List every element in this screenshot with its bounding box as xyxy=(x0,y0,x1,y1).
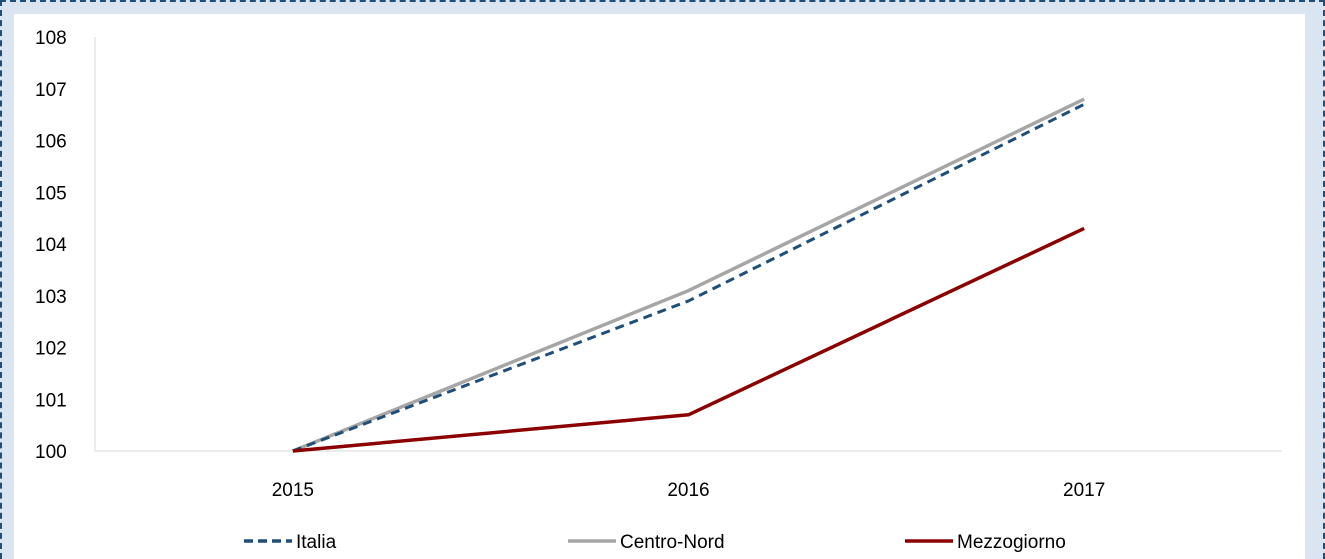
y-tick-label: 103 xyxy=(35,287,67,308)
legend-label: Mezzogiorno xyxy=(957,532,1066,553)
y-tick-label: 105 xyxy=(35,183,67,204)
legend-label: Centro-Nord xyxy=(620,532,725,553)
y-tick-label: 100 xyxy=(35,442,67,463)
y-tick-label: 101 xyxy=(35,390,67,411)
x-axis-ticks: 2015 2016 2017 xyxy=(272,480,1106,501)
y-tick-label: 108 xyxy=(35,28,67,49)
series-line-centro-nord xyxy=(292,97,1085,453)
y-tick-label: 102 xyxy=(35,339,67,360)
legend: Italia Centro-Nord Mezzogiorno xyxy=(244,532,1066,553)
y-tick-label: 107 xyxy=(35,80,67,101)
y-tick-label: 106 xyxy=(35,132,67,153)
y-axis-ticks: 100 101 102 103 104 105 106 107 108 xyxy=(35,28,67,463)
axes xyxy=(94,37,1282,452)
y-tick-label: 104 xyxy=(35,235,67,256)
x-tick-label: 2015 xyxy=(272,480,314,501)
series-line-italia xyxy=(292,102,1085,453)
chart-panel xyxy=(14,14,1305,559)
x-tick-label: 2016 xyxy=(667,480,709,501)
series-lines xyxy=(292,97,1085,453)
series-line-mezzogiorno xyxy=(292,226,1085,453)
legend-label: Italia xyxy=(296,532,337,553)
x-tick-label: 2017 xyxy=(1063,480,1105,501)
